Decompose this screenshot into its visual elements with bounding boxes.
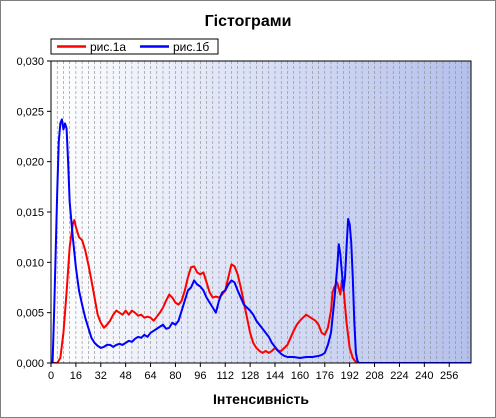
x-tick-label: 224 (390, 370, 408, 382)
x-tick-label: 96 (194, 370, 206, 382)
x-axis-label: Інтенсивність (213, 391, 309, 407)
x-tick-label: 112 (216, 370, 234, 382)
x-tick-label: 0 (48, 370, 54, 382)
series-layer (51, 118, 471, 363)
y-tick-label: 0,015 (16, 207, 44, 219)
x-tick-label: 16 (70, 370, 82, 382)
y-tick-label: 0,025 (16, 106, 44, 118)
x-tick-label: 192 (340, 370, 358, 382)
x-tick-label: 48 (120, 370, 132, 382)
x-tick-label: 160 (291, 370, 309, 382)
x-tick-label: 256 (440, 370, 458, 382)
x-axis: 0 16 32 48 64 80 96 112 128 144 160 176 192 208 224 240… (48, 363, 458, 382)
x-tick-label: 80 (169, 370, 181, 382)
series-line-1 (51, 118, 471, 363)
grid-lines (56, 61, 469, 363)
y-tick-label: 0,030 (16, 56, 44, 68)
x-tick-label: 208 (365, 370, 383, 382)
y-tick-label: 0,000 (16, 358, 44, 370)
legend: рис.1а рис.1б (50, 38, 219, 55)
x-tick-label: 176 (316, 370, 334, 382)
plot-area (51, 61, 471, 363)
y-tick-label: 0,005 (16, 308, 44, 320)
x-tick-label: 64 (144, 370, 156, 382)
x-tick-label: 144 (266, 370, 284, 382)
chart-title: Гістограми (205, 13, 292, 30)
x-tick-label: 128 (241, 370, 259, 382)
y-tick-label: 0,020 (16, 157, 44, 169)
series-line-0 (51, 219, 471, 363)
y-axis: 0,000 0,005 0,010 0,015 0,020 0,025 0,030 (16, 56, 51, 370)
legend-label-ris-1a: рис.1а (90, 40, 126, 54)
legend-label-ris-1b: рис.1б (173, 40, 209, 54)
x-tick-label: 240 (415, 370, 433, 382)
x-tick-label: 32 (95, 370, 107, 382)
y-tick-label: 0,010 (16, 257, 44, 269)
legend-box (50, 38, 219, 55)
